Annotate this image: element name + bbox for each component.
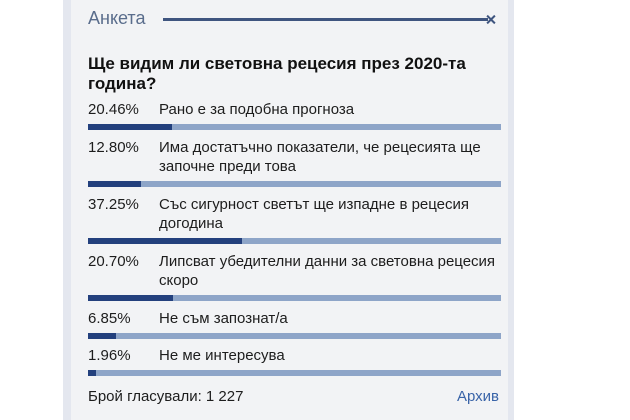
votes-count: Брой гласували: 1 227 bbox=[88, 388, 244, 405]
close-icon[interactable] bbox=[486, 15, 495, 24]
poll-option[interactable]: 12.80% Има достатъчно показатели, че рец… bbox=[88, 138, 503, 187]
header-rule bbox=[163, 18, 488, 21]
option-label: Липсват убедителни данни за световна рец… bbox=[159, 253, 496, 289]
right-side-strip bbox=[508, 0, 514, 420]
option-label: Има достатъчно показатели, че рецесията … bbox=[159, 139, 481, 175]
option-label: Не съм запознат/а bbox=[159, 310, 288, 327]
option-bar-track bbox=[88, 124, 501, 130]
poll-question: Ще видим ли световна рецесия през 2020-т… bbox=[88, 54, 466, 93]
left-side-strip bbox=[63, 0, 71, 420]
poll-option[interactable]: 1.96% Не ме интересува bbox=[88, 346, 503, 376]
option-bar-fill bbox=[88, 370, 97, 376]
option-percent: 20.46% bbox=[88, 101, 139, 118]
poll-option[interactable]: 37.25% Със сигурност светът ще изпадне в… bbox=[88, 195, 503, 244]
option-bar-fill bbox=[88, 295, 174, 301]
option-bar-fill bbox=[88, 238, 242, 244]
option-bar-track bbox=[88, 333, 501, 339]
option-bar-fill bbox=[88, 333, 117, 339]
option-label: Рано е за подобна прогноза bbox=[159, 101, 355, 118]
option-percent: 1.96% bbox=[88, 347, 131, 364]
option-percent: 12.80% bbox=[88, 139, 139, 156]
option-bar-fill bbox=[88, 181, 141, 187]
option-bar-track bbox=[88, 295, 501, 301]
option-bar-fill bbox=[88, 124, 173, 130]
poll-header: Анкета bbox=[71, 4, 508, 30]
archive-link[interactable]: Архив bbox=[457, 388, 500, 405]
poll-option[interactable]: 20.70% Липсват убедителни данни за свето… bbox=[88, 252, 503, 301]
option-bar-track bbox=[88, 238, 501, 244]
option-bar-track bbox=[88, 370, 501, 376]
poll-option[interactable]: 6.85% Не съм запознат/а bbox=[88, 309, 503, 339]
poll-option[interactable]: 20.46% Рано е за подобна прогноза bbox=[88, 100, 503, 130]
option-percent: 20.70% bbox=[88, 253, 139, 270]
option-bar-track bbox=[88, 181, 501, 187]
poll-widget: Анкета Ще видим ли световна рецесия през… bbox=[71, 0, 508, 420]
poll-title: Анкета bbox=[88, 8, 146, 28]
option-label: Не ме интересува bbox=[159, 347, 285, 364]
option-percent: 37.25% bbox=[88, 196, 139, 213]
option-percent: 6.85% bbox=[88, 310, 131, 327]
option-label: Със сигурност светът ще изпадне в рецеси… bbox=[159, 196, 470, 232]
